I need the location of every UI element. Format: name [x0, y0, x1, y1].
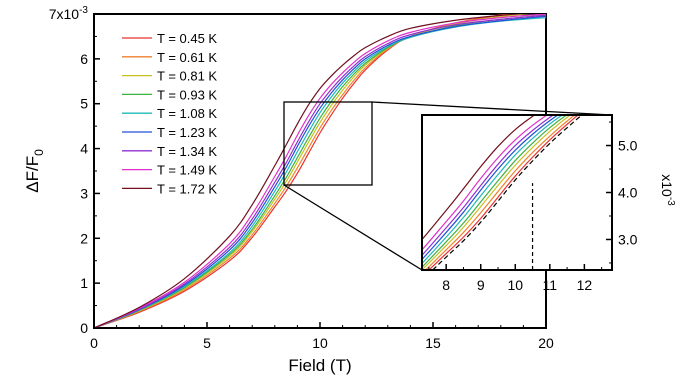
legend: T = 0.45 K T = 0.61 K T = 0.81 K T = 0.93 K…	[122, 31, 217, 196]
legend-label-1: T = 0.61 K	[157, 50, 217, 65]
main-series-group	[94, 14, 546, 328]
inset-x-tick-label-0: 8	[442, 277, 450, 293]
legend-label-7: T = 1.49 K	[157, 163, 217, 178]
y-axis-title: ΔF/F0	[23, 149, 46, 193]
inset-series-line-5	[422, 115, 559, 261]
inset-x-tick-label-4: 12	[577, 277, 593, 293]
inset-y-tick-label-0: 3.0	[618, 231, 638, 247]
inset-x-ticks: 8 9 10 11 12	[428, 264, 603, 293]
x-tick-label-4: 20	[538, 335, 554, 351]
legend-label-5: T = 1.23 K	[157, 125, 217, 140]
y-tick-label-0: 0	[80, 320, 88, 336]
inset-series-line-6	[422, 115, 555, 257]
legend-label-8: T = 1.72 K	[157, 181, 217, 196]
y-axis-title-main: ΔF/F	[23, 156, 42, 193]
zoom-connector-top	[371, 101, 613, 116]
y-scale-exponent: -3	[79, 5, 88, 16]
y-tick-label-1: 1	[80, 275, 88, 291]
y-tick-label-4: 4	[80, 141, 88, 157]
inset-x-tick-label-2: 10	[507, 277, 523, 293]
y-tick-label-6: 6	[80, 51, 88, 67]
zoom-box	[283, 101, 373, 186]
inset-series-line-1	[424, 115, 576, 270]
y-tick-label-2: 2	[80, 230, 88, 246]
y-tick-label-5: 5	[80, 96, 88, 112]
legend-label-3: T = 0.93 K	[157, 87, 217, 102]
main-y-ticks: 0 1 2 3 4 5 6 7x10-3	[49, 5, 100, 336]
inset-series-group	[422, 115, 584, 270]
inset-series-line-8	[422, 115, 536, 241]
series-line-7	[94, 14, 546, 328]
legend-label-4: T = 1.08 K	[157, 106, 217, 121]
inset-series-line-4	[422, 115, 564, 265]
inset-series-line-7	[422, 115, 549, 251]
legend-label-2: T = 0.81 K	[157, 69, 217, 84]
inset-background	[422, 115, 612, 270]
inset-series-line-3	[422, 115, 568, 269]
inset-series-line-0	[428, 115, 579, 270]
inset-y-scale-base: x10	[659, 174, 675, 197]
legend-label-6: T = 1.34 K	[157, 144, 217, 159]
y-axis-title-sub: 0	[32, 149, 46, 156]
y-tick-label-3: 3	[80, 185, 88, 201]
inset-plot: 8 9 10 11 12 3.0 4.0 5.0 x10-3	[421, 114, 676, 293]
zoom-connector-bottom	[283, 184, 423, 271]
series-line-6	[94, 14, 546, 328]
series-line-5	[94, 15, 546, 328]
series-line-4	[94, 16, 546, 328]
inset-y-scale-exponent: -3	[665, 197, 676, 206]
x-tick-label-2: 10	[312, 335, 328, 351]
series-line-8	[94, 14, 525, 328]
x-tick-label-0: 0	[90, 335, 98, 351]
main-x-ticks: 0 5 10 15 20	[90, 322, 554, 351]
legend-label-0: T = 0.45 K	[157, 31, 217, 46]
inset-x-tick-label-1: 9	[477, 277, 485, 293]
x-tick-label-3: 15	[425, 335, 441, 351]
inset-y-tick-label-2: 5.0	[618, 138, 638, 154]
inset-x-tick-label-3: 11	[543, 277, 558, 293]
inset-y-tick-label-1: 4.0	[618, 185, 638, 201]
inset-y-ticks: 3.0 4.0 5.0	[606, 121, 638, 264]
inset-y-scale-label: x10-3	[659, 174, 676, 206]
inset-series-line-2	[422, 115, 572, 270]
y-tick-label-7: 7x10-3	[49, 5, 89, 22]
x-tick-label-1: 5	[203, 335, 211, 351]
x-axis-title: Field (T)	[288, 356, 351, 375]
